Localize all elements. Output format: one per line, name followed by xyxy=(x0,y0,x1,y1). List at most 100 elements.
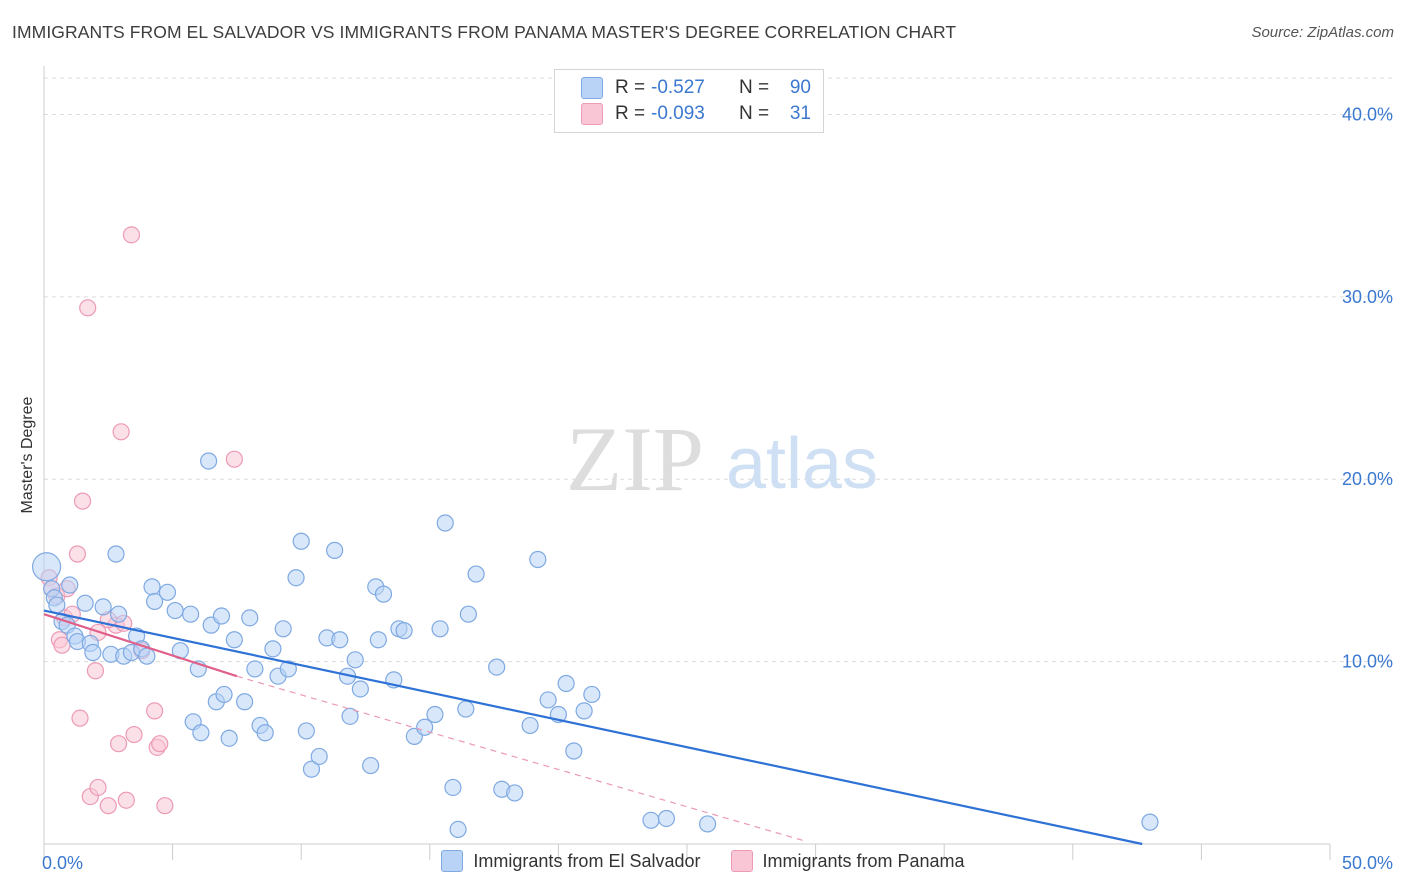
y-tick-label: 10.0% xyxy=(1342,652,1393,672)
el-salvador-point xyxy=(200,452,218,470)
el-salvador-point xyxy=(264,640,282,658)
el-salvador-swatch xyxy=(581,77,603,99)
panama-swatch xyxy=(581,103,603,125)
el-salvador-point xyxy=(331,631,349,649)
n-value: 90 xyxy=(789,77,811,98)
el-salvador-swatch xyxy=(441,850,464,872)
panama-point xyxy=(73,492,92,510)
el-salvador-point xyxy=(279,660,297,678)
el-salvador-point xyxy=(575,702,593,720)
stats-row-el-salvador: R = -0.527 N = 90 xyxy=(581,75,811,101)
y-tick-label: 20.0% xyxy=(1342,469,1393,489)
el-salvador-point xyxy=(444,778,462,797)
el-salvador-point xyxy=(341,707,359,725)
el-salvador-point xyxy=(297,722,315,740)
n-label: N = xyxy=(739,77,770,98)
el-salvador-point xyxy=(642,811,660,829)
watermark-zip: ZIP xyxy=(566,408,704,510)
panama-point xyxy=(109,735,128,753)
source-label: Source: ZipAtlas.com xyxy=(1251,24,1394,41)
el-salvador-point xyxy=(107,545,125,563)
el-salvador-point xyxy=(449,820,467,839)
r-value: -0.527 xyxy=(651,77,705,98)
el-salvador-point xyxy=(220,729,238,747)
el-salvador-point xyxy=(395,622,413,640)
r-label: R = xyxy=(615,103,646,124)
el-salvador-point xyxy=(274,620,292,638)
panama-point xyxy=(89,778,107,797)
el-salvador-point xyxy=(362,756,380,775)
el-salvador-point xyxy=(374,585,393,603)
el-salvador-point xyxy=(84,643,102,662)
el-salvador-point xyxy=(109,605,128,623)
panama-point xyxy=(79,299,97,317)
panama-point xyxy=(112,423,130,441)
el-salvador-point xyxy=(215,685,233,704)
el-salvador-point xyxy=(302,760,321,778)
el-salvador-point xyxy=(326,541,344,559)
el-salvador-point xyxy=(31,552,62,582)
watermark-atlas: atlas xyxy=(726,424,878,504)
panama-point xyxy=(86,662,105,680)
panama-point xyxy=(99,797,117,815)
panama-point xyxy=(122,226,141,244)
x-tick-label: 50.0% xyxy=(1342,853,1393,873)
el-salvador-point xyxy=(143,578,161,596)
bottom-legend: Immigrants from El Salvador Immigrants f… xyxy=(0,850,1406,872)
legend-item-panama[interactable]: Immigrants from Panama xyxy=(730,850,965,872)
series-el-salvador-points xyxy=(31,452,1159,839)
el-salvador-point xyxy=(565,742,583,760)
panama-point xyxy=(117,791,135,809)
el-salvador-point xyxy=(539,691,557,709)
el-salvador-point xyxy=(76,594,94,612)
series-panama-points xyxy=(40,226,243,815)
el-salvador-point xyxy=(48,596,66,614)
el-salvador-point xyxy=(426,705,444,724)
legend-label: Immigrants from Panama xyxy=(762,850,965,871)
panama-point xyxy=(125,725,143,744)
legend-item-el-salvador[interactable]: Immigrants from El Salvador xyxy=(441,850,701,872)
trend-lines xyxy=(43,609,1143,846)
el-salvador-point xyxy=(506,784,524,802)
axes xyxy=(43,66,1331,860)
chart-title: IMMIGRANTS FROM EL SALVADOR VS IMMIGRANT… xyxy=(12,22,957,42)
panama-point xyxy=(225,450,243,468)
el-salvador-point xyxy=(182,605,200,623)
y-tick-label: 40.0% xyxy=(1342,104,1393,124)
panama-point xyxy=(151,735,169,753)
r-label: R = xyxy=(615,77,646,98)
watermark: ZIP atlas xyxy=(566,408,878,510)
el-salvador-point xyxy=(529,550,547,569)
el-salvador-point xyxy=(212,607,231,625)
el-salvador-point xyxy=(457,700,475,718)
el-salvador-point xyxy=(698,815,717,833)
panama-swatch xyxy=(730,850,753,872)
el-salvador-point xyxy=(287,569,305,587)
el-salvador-point xyxy=(521,716,539,735)
el-salvador-point xyxy=(256,724,274,742)
n-value: 31 xyxy=(789,103,811,124)
tick-labels: 10.0% 20.0% 30.0% 40.0% 0.0% 50.0% xyxy=(42,104,1393,873)
el-salvador-point xyxy=(158,583,177,601)
el-salvador-point xyxy=(431,620,449,638)
el-salvador-point xyxy=(138,647,156,665)
n-label: N = xyxy=(739,103,770,124)
el-salvador-point xyxy=(467,565,485,583)
stats-legend: R = -0.527 N = 90 R = -0.093 N = 31 xyxy=(554,69,824,133)
el-salvador-point xyxy=(346,651,364,669)
el-salvador-point xyxy=(488,658,506,676)
el-salvador-point xyxy=(292,532,310,550)
panama-trend-line xyxy=(43,613,238,678)
legend-label: Immigrants from El Salvador xyxy=(473,850,701,871)
el-salvador-point xyxy=(657,809,676,828)
panama-point xyxy=(68,545,87,563)
el-salvador-point xyxy=(369,631,387,649)
el-salvador-point xyxy=(236,693,254,711)
el-salvador-point xyxy=(351,680,369,698)
el-salvador-point xyxy=(192,724,210,742)
panama-point xyxy=(71,709,89,727)
el-salvador-point xyxy=(246,660,264,678)
el-salvador-point xyxy=(557,674,575,693)
el-salvador-point xyxy=(94,598,112,616)
